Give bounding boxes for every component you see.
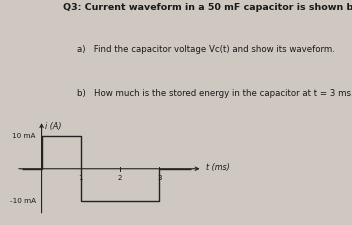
Text: 1: 1 [78, 175, 83, 181]
Text: a)   Find the capacitor voltage Vc(t) and show its waveform.: a) Find the capacitor voltage Vc(t) and … [77, 45, 335, 54]
Text: -10 mA: -10 mA [10, 198, 36, 204]
Text: 2: 2 [118, 175, 122, 181]
Text: 10 mA: 10 mA [12, 133, 36, 140]
Text: 3: 3 [157, 175, 162, 181]
Text: b)   How much is the stored energy in the capacitor at t = 3 ms.: b) How much is the stored energy in the … [77, 89, 352, 98]
Text: Q3: Current waveform in a 50 mF capacitor is shown below.: Q3: Current waveform in a 50 mF capacito… [63, 3, 352, 12]
Text: i (A): i (A) [45, 122, 62, 131]
Text: t (ms): t (ms) [207, 163, 230, 172]
